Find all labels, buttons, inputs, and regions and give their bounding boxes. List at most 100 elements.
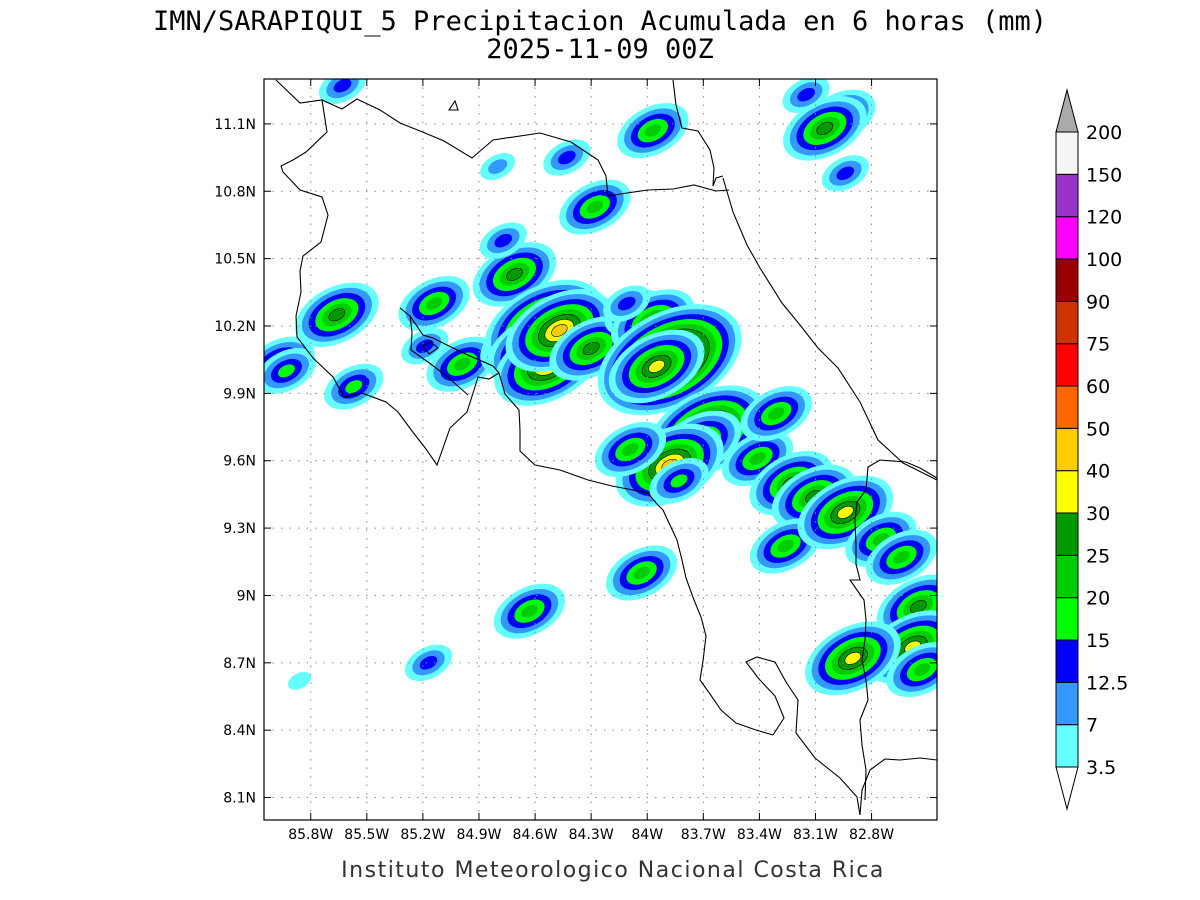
precip-contour-20 xyxy=(644,124,662,137)
x-tick-label: 85.5W xyxy=(344,827,389,843)
colorbar-upper-extension xyxy=(1055,88,1079,133)
colorbar-level-label: 60 xyxy=(1086,376,1110,398)
precip-cell xyxy=(559,179,631,235)
colorbar-legend: 3.5 7 12.5 15 20 25 30 40 50 60 75 90 100 120 150 200 xyxy=(1055,88,1128,811)
precip-cell xyxy=(264,348,317,394)
coastlines-and-borders xyxy=(275,79,937,816)
precip-contour-30 xyxy=(648,359,665,373)
latitude-ticks: 11.1N 10.8N 10.5N 10.2N 9.9N 9.6N 9.3N 9N 8.7N 8.… xyxy=(214,117,937,807)
x-tick-label: 83.1W xyxy=(793,827,838,843)
colorbar-level-label: 75 xyxy=(1086,334,1110,356)
y-tick-label: 9.6N xyxy=(223,454,256,470)
precip-cell xyxy=(603,285,651,322)
colorbar-level-label: 40 xyxy=(1086,461,1110,483)
x-tick-label: 84.3W xyxy=(569,827,614,843)
y-tick-label: 8.1N xyxy=(223,791,256,807)
x-tick-label: 84.6W xyxy=(513,827,558,843)
colorbar-swatch xyxy=(1055,554,1079,599)
precip-contour-20 xyxy=(633,566,650,580)
precip-contour-30 xyxy=(844,651,862,665)
colorbar-swatch xyxy=(1055,512,1079,556)
colorbar-level-label: 15 xyxy=(1086,630,1110,652)
colorbar-level-label: 120 xyxy=(1086,207,1122,229)
y-tick-label: 8.7N xyxy=(223,656,256,672)
nicoya-inner-coast xyxy=(409,315,469,396)
precip-cell xyxy=(479,222,527,259)
x-tick-label: 83.7W xyxy=(681,827,726,843)
y-tick-label: 11.1N xyxy=(214,117,256,133)
precip-contour-12-5 xyxy=(558,150,576,165)
precip-cell xyxy=(605,545,678,601)
x-tick-label: 83.4W xyxy=(737,827,782,843)
precip-cell xyxy=(543,139,591,176)
precip-cell xyxy=(821,155,869,192)
precip-cell xyxy=(608,329,705,404)
colorbar-level-label: 25 xyxy=(1086,545,1110,567)
precip-contour-15 xyxy=(345,380,363,394)
precipitation-field xyxy=(264,79,937,698)
x-tick-label: 84W xyxy=(631,827,663,843)
precip-contour-12-5 xyxy=(494,233,513,248)
precip-cell xyxy=(426,336,498,392)
precip-contour-20 xyxy=(913,663,931,676)
precip-contour-20 xyxy=(767,407,785,420)
lake-island xyxy=(447,99,459,111)
colorbar-swatch xyxy=(1055,681,1079,726)
x-tick-label: 84.9W xyxy=(456,827,501,843)
precip-cell xyxy=(865,529,937,585)
y-tick-label: 9.3N xyxy=(223,521,256,537)
osa-peninsula-coast xyxy=(745,656,861,816)
panama-border xyxy=(848,459,937,801)
precip-cell xyxy=(295,282,379,347)
golfito-coast xyxy=(859,757,937,816)
colorbar-swatch xyxy=(1055,131,1079,175)
colorbar-swatch xyxy=(1055,639,1079,683)
colorbar-swatch xyxy=(1055,427,1079,472)
colorbar-level-label: 20 xyxy=(1086,588,1110,610)
precip-contour-12-5 xyxy=(836,166,855,181)
precip-contour-20 xyxy=(749,452,766,465)
y-tick-label: 10.8N xyxy=(214,184,256,200)
colorbar-level-label: 3.5 xyxy=(1086,757,1116,779)
precip-contour-12-5 xyxy=(617,296,636,311)
y-tick-label: 9.9N xyxy=(223,386,256,402)
precip-contour-25 xyxy=(328,308,346,322)
y-tick-label: 9N xyxy=(237,588,256,604)
institution-credit: Instituto Meteorologico Nacional Costa R… xyxy=(341,858,885,883)
colorbar-level-label: 150 xyxy=(1086,164,1122,186)
gulf-of-nicoya-coast xyxy=(399,307,500,391)
colorbar-swatch xyxy=(1055,300,1079,345)
map-title: IMN/SARAPIQUI_5 Precipitacion Acumulada … xyxy=(153,6,1047,37)
colorbar-swatch xyxy=(1055,724,1079,768)
colorbar-level-label: 200 xyxy=(1086,122,1122,144)
colorbar-level-label: 30 xyxy=(1086,503,1110,525)
colorbar-lower-extension xyxy=(1055,766,1079,811)
precip-contour-12-5 xyxy=(797,87,815,102)
colorbar-swatch xyxy=(1055,258,1079,302)
colorbar-swatch xyxy=(1055,470,1079,514)
precip-contour-20 xyxy=(622,443,639,456)
precip-contour-15 xyxy=(670,474,688,488)
x-tick-label: 85.8W xyxy=(288,827,333,843)
colorbar-swatch xyxy=(1055,216,1079,260)
nicaragua-border xyxy=(275,79,730,197)
precip-contour-30 xyxy=(837,505,854,519)
map-subtitle-date: 2025-11-09 00Z xyxy=(486,34,714,65)
colorbar-level-label: 7 xyxy=(1086,715,1098,737)
longitude-ticks: 85.8W 85.5W 85.2W 84.9W 84.6W 84.3W 84W 83.7W 83… xyxy=(288,79,894,843)
costa-rica-caribbean-coast xyxy=(722,177,937,481)
precip-cell xyxy=(398,275,470,332)
precip-contour-20 xyxy=(425,297,443,310)
precip-cell xyxy=(287,671,312,690)
precip-cell xyxy=(480,153,516,181)
precip-contour-25 xyxy=(816,121,834,135)
precip-contour-25 xyxy=(582,341,600,355)
precip-cell xyxy=(783,96,867,161)
precip-contour-3-5 xyxy=(287,671,312,690)
colorbar-swatch xyxy=(1055,343,1079,387)
colorbar-level-label: 100 xyxy=(1086,249,1122,271)
precip-cell xyxy=(318,79,367,104)
x-tick-label: 82.8W xyxy=(849,827,894,843)
colorbar-level-label: 50 xyxy=(1086,418,1110,440)
